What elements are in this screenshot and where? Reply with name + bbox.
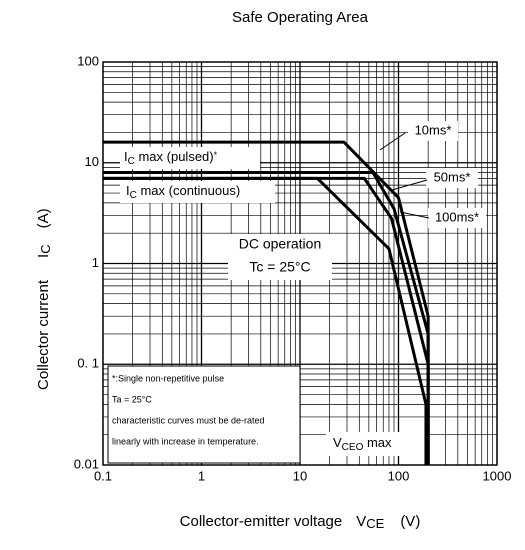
plot-frame <box>102 61 498 466</box>
label-box <box>228 234 332 280</box>
annotation-part: I <box>124 149 128 164</box>
annotation-part: max <box>363 435 392 450</box>
y-tick-label: 0.01 <box>74 456 99 471</box>
x-tick-label: 1 <box>198 468 205 483</box>
x-axis-label: Collector-emitter voltage VCE (V) <box>180 513 421 531</box>
annotation: IC max (continuous) <box>126 183 240 200</box>
series-label: DC operation <box>239 236 322 252</box>
series-label: 50ms* <box>434 169 471 184</box>
annotation: Tc = 25°C <box>249 259 310 275</box>
y-tick-label: 1 <box>92 255 99 270</box>
x-tick-label: 0.1 <box>94 468 112 483</box>
leader-line <box>391 179 428 191</box>
x-tick-label: 10 <box>293 468 307 483</box>
y-tick-label: 0. 1 <box>77 356 99 371</box>
annotation-part: I <box>126 183 130 198</box>
x-tick-label: 1000 <box>483 468 512 483</box>
y-tick-label: 10 <box>85 154 99 169</box>
annotation: VCEO max <box>333 435 392 452</box>
leader-line <box>379 132 406 151</box>
annotation-part: CEO <box>342 442 364 453</box>
annotation-part: C <box>128 156 135 167</box>
leader-line <box>399 211 430 219</box>
annotation-part: max (continuous) <box>137 183 240 198</box>
soa-curve <box>103 176 428 465</box>
label-box <box>120 147 260 169</box>
note-line: *:Single non-repetitive pulse <box>112 373 224 383</box>
series-label: 100ms* <box>435 209 479 224</box>
y-tick-label: 100 <box>77 53 99 68</box>
annotation-part: * <box>214 150 218 160</box>
annotation-part: V <box>333 435 342 450</box>
annotation: IC max (pulsed)* <box>124 149 218 166</box>
label-box <box>120 181 275 203</box>
label-box <box>426 168 478 188</box>
note-line: characteristic curves must be de-rated <box>112 415 265 425</box>
label-box <box>428 208 486 228</box>
label-box <box>408 121 458 141</box>
x-tick-label: 100 <box>388 468 410 483</box>
chart-title: Safe Operating Area <box>232 9 369 26</box>
label-box <box>326 432 426 456</box>
annotation-part: C <box>130 190 137 201</box>
note-line: linearly with increase in temperature. <box>112 436 259 446</box>
annotation-part: max (pulsed) <box>135 149 214 164</box>
y-axis-label: Collector currentIC(A) <box>35 208 53 390</box>
label-box <box>107 365 301 464</box>
note-line: Ta = 25°C <box>112 394 152 404</box>
series-label: 10ms* <box>415 122 452 137</box>
